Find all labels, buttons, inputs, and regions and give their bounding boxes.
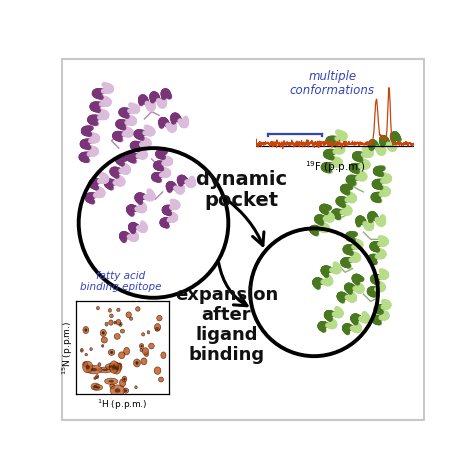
FancyBboxPatch shape bbox=[62, 59, 424, 420]
Text: multiple
conformations: multiple conformations bbox=[290, 70, 375, 97]
Text: dynamic
pocket: dynamic pocket bbox=[195, 170, 287, 210]
Text: expansion
after
ligand
binding: expansion after ligand binding bbox=[175, 286, 278, 365]
Text: fatty acid
binding epitope: fatty acid binding epitope bbox=[80, 271, 162, 292]
